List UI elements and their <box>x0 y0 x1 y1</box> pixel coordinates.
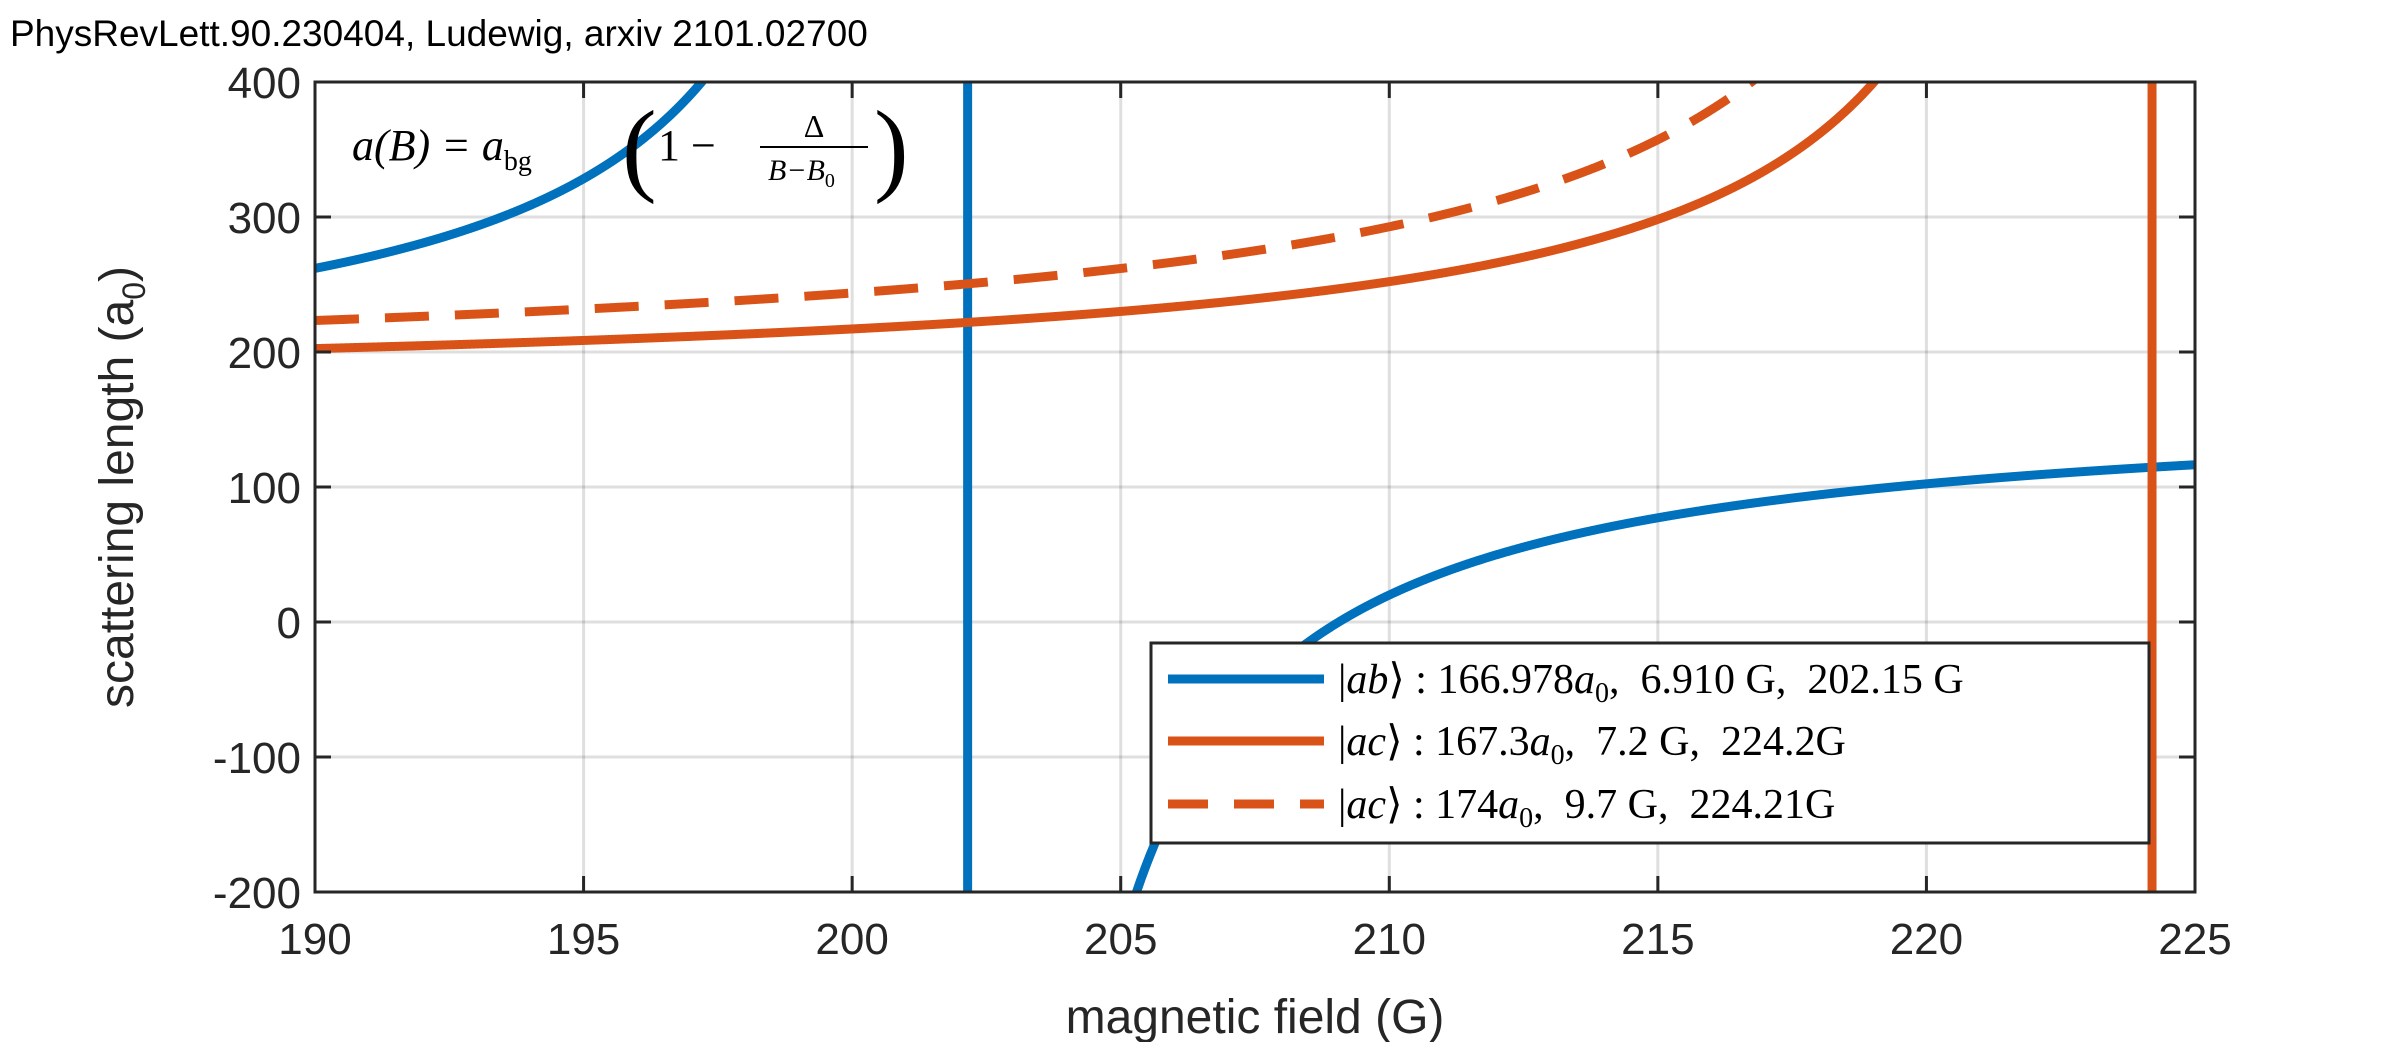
y-tick-label: 300 <box>228 194 301 243</box>
legend: |ab⟩ : 166.978a0, 6.910 G, 202.15 G |ac⟩ … <box>1149 641 2151 845</box>
y-tick-label: 200 <box>228 329 301 378</box>
axis-ticks <box>313 80 2197 894</box>
x-tick-label: 215 <box>1621 915 1694 964</box>
x-tick-labels: 190 195 200 205 210 215 220 225 <box>278 915 2231 964</box>
y-tick-labels: -200 -100 0 100 200 300 400 <box>213 59 301 918</box>
x-tick-label: 220 <box>1890 915 1963 964</box>
legend-label-0: |ab⟩ : 166.978a0, 6.910 G, 202.15 G <box>1338 657 1964 709</box>
formula-lhs-subscript: bg <box>504 146 532 177</box>
series-line-1 <box>315 82 1880 354</box>
x-tick-label: 205 <box>1084 915 1157 964</box>
x-tick-label: 225 <box>2158 915 2231 964</box>
legend-label-2: |ac⟩ : 174a0, 9.7 G, 224.21G <box>1338 782 1835 834</box>
y-axis-label-text: scattering length (a <box>91 299 144 708</box>
formula-denominator-subscript: 0 <box>825 170 835 192</box>
formula-denominator-text: B−B <box>768 154 825 187</box>
formula-open-paren: ( <box>622 90 657 205</box>
y-tick-label: 100 <box>228 464 301 513</box>
y-axis-label-subscript: 0 <box>116 282 152 300</box>
x-tick-label: 190 <box>278 915 351 964</box>
formula-denominator: B−B0 <box>768 154 835 192</box>
formula-annotation: a(B) = abg ( 1 − Δ B−B0 ) <box>352 90 909 205</box>
legend-label-1: |ac⟩ : 167.3a0, 7.2 G, 224.2G <box>1338 719 1846 771</box>
chart-title: PhysRevLett.90.230404, Ludewig, arxiv 21… <box>10 13 868 54</box>
y-axis-label-close: ) <box>91 266 144 282</box>
x-tick-label: 200 <box>815 915 888 964</box>
formula-lhs-text: a(B) = a <box>352 121 504 170</box>
y-axis-label: scattering length (a0) <box>91 266 152 708</box>
formula-numerator: Δ <box>804 108 825 144</box>
y-tick-label: -100 <box>213 734 301 783</box>
formula-lhs: a(B) = abg <box>352 121 532 177</box>
series-line-2 <box>315 82 1759 325</box>
x-axis-label: magnetic field (G) <box>1066 991 1445 1042</box>
y-tick-label: -200 <box>213 869 301 918</box>
y-tick-label: 0 <box>277 599 301 648</box>
y-tick-label: 400 <box>228 59 301 108</box>
formula-close-paren: ) <box>874 90 909 205</box>
x-tick-label: 210 <box>1353 915 1426 964</box>
formula-one-minus: 1 − <box>658 121 716 170</box>
series-line-0 <box>315 82 708 273</box>
series-layer <box>315 82 2195 892</box>
x-tick-label: 195 <box>547 915 620 964</box>
